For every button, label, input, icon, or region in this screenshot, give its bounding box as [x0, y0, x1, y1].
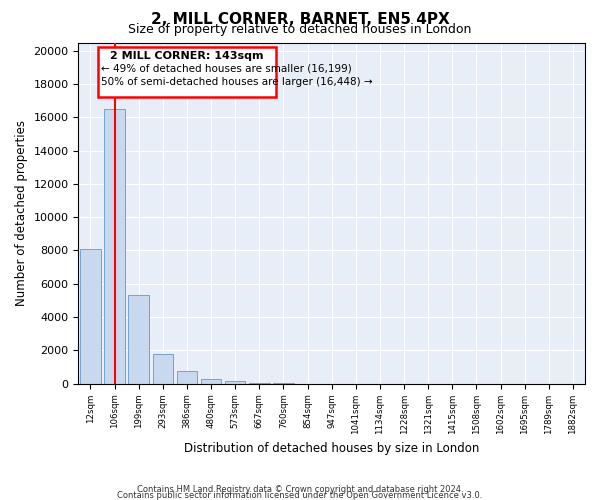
- Bar: [80, 249, 101, 384]
- Text: ← 49% of detached houses are smaller (16,199): ← 49% of detached houses are smaller (16…: [101, 64, 352, 74]
- X-axis label: Distribution of detached houses by size in London: Distribution of detached houses by size …: [184, 442, 479, 455]
- Bar: [128, 296, 149, 384]
- FancyBboxPatch shape: [98, 48, 276, 98]
- Text: 50% of semi-detached houses are larger (16,448) →: 50% of semi-detached houses are larger (…: [101, 78, 373, 88]
- Text: Size of property relative to detached houses in London: Size of property relative to detached ho…: [128, 22, 472, 36]
- Text: 2 MILL CORNER: 143sqm: 2 MILL CORNER: 143sqm: [110, 51, 264, 61]
- Bar: [201, 379, 221, 384]
- Text: Contains HM Land Registry data © Crown copyright and database right 2024.: Contains HM Land Registry data © Crown c…: [137, 484, 463, 494]
- Bar: [104, 109, 125, 384]
- Bar: [225, 382, 245, 384]
- Bar: [177, 371, 197, 384]
- Text: Contains public sector information licensed under the Open Government Licence v3: Contains public sector information licen…: [118, 490, 482, 500]
- Bar: [249, 382, 269, 384]
- Bar: [152, 354, 173, 384]
- Text: 2, MILL CORNER, BARNET, EN5 4PX: 2, MILL CORNER, BARNET, EN5 4PX: [151, 12, 449, 28]
- Y-axis label: Number of detached properties: Number of detached properties: [15, 120, 28, 306]
